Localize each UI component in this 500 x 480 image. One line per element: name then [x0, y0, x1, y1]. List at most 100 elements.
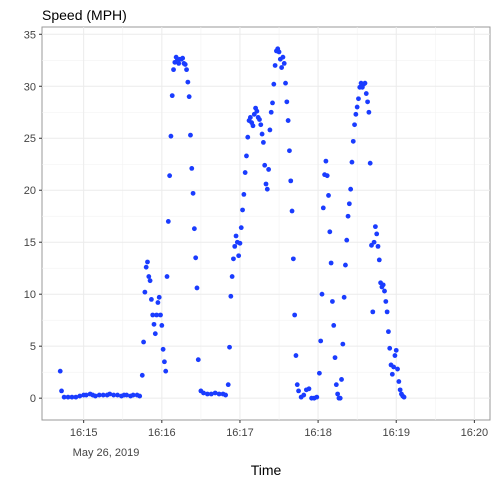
y-tick-label: 30 — [24, 81, 36, 93]
data-point — [288, 178, 293, 183]
data-point — [368, 161, 373, 166]
x-axis-title: Time — [251, 462, 282, 478]
data-point — [59, 388, 64, 393]
data-point — [394, 348, 399, 353]
data-point — [144, 265, 149, 270]
data-point — [279, 65, 284, 70]
data-point — [286, 118, 291, 123]
data-point — [398, 387, 403, 392]
data-point — [402, 395, 407, 400]
data-point — [140, 373, 145, 378]
y-tick-label: 15 — [24, 237, 36, 249]
data-point — [318, 339, 323, 344]
data-point — [261, 140, 266, 145]
data-point — [228, 294, 233, 299]
data-point — [284, 99, 289, 104]
data-point — [171, 67, 176, 72]
data-point — [254, 109, 259, 114]
data-point — [390, 372, 395, 377]
y-tick-label: 5 — [30, 341, 36, 353]
data-point — [162, 359, 167, 364]
data-point — [236, 253, 241, 258]
data-point — [344, 238, 349, 243]
data-point — [152, 322, 157, 327]
data-point — [335, 392, 340, 397]
data-point — [363, 81, 368, 86]
data-point — [353, 112, 358, 117]
data-point — [324, 159, 329, 164]
data-point — [234, 234, 239, 239]
data-point — [161, 347, 166, 352]
data-point — [277, 50, 282, 55]
data-point — [226, 382, 231, 387]
data-point — [163, 369, 168, 374]
y-tick-label: 20 — [24, 185, 36, 197]
data-point — [373, 224, 378, 229]
data-point — [381, 282, 386, 287]
x-tick-label: 16:15 — [70, 427, 98, 439]
data-point — [339, 377, 344, 382]
data-point — [265, 187, 270, 192]
data-point — [291, 256, 296, 261]
data-point — [386, 329, 391, 334]
data-point — [192, 226, 197, 231]
data-point — [241, 192, 246, 197]
data-point — [159, 323, 164, 328]
data-point — [356, 96, 361, 101]
data-point — [188, 133, 193, 138]
data-point — [376, 244, 381, 249]
data-point — [365, 99, 370, 104]
x-tick-label: 16:18 — [304, 427, 332, 439]
data-point — [264, 182, 269, 187]
data-point — [314, 395, 319, 400]
data-point — [355, 105, 360, 110]
data-point — [377, 257, 382, 262]
y-tick-label: 0 — [30, 393, 36, 405]
data-point — [195, 286, 200, 291]
data-point — [396, 379, 401, 384]
data-point — [342, 295, 347, 300]
data-point — [370, 309, 375, 314]
data-point — [153, 331, 158, 336]
data-point — [325, 173, 330, 178]
data-point — [383, 299, 388, 304]
data-point — [165, 274, 170, 279]
data-point — [329, 261, 334, 266]
data-point — [258, 122, 263, 127]
y-axis: 0 5 10 15 20 25 30 35 — [24, 29, 42, 405]
data-point — [157, 295, 162, 300]
data-point — [382, 289, 387, 294]
data-point — [281, 55, 286, 60]
data-point — [180, 56, 185, 61]
data-point — [326, 193, 331, 198]
data-point — [191, 191, 196, 196]
data-point — [170, 93, 175, 98]
data-point — [290, 209, 295, 214]
data-point — [295, 382, 300, 387]
data-point — [271, 82, 276, 87]
data-point — [269, 110, 274, 115]
x-axis: 16:15 16:16 16:17 16:18 16:19 16:20 — [70, 420, 488, 439]
x-tick-label: 16:17 — [226, 427, 254, 439]
data-point — [395, 367, 400, 372]
data-point — [351, 139, 356, 144]
x-tick-label: 16:16 — [148, 427, 176, 439]
data-point — [183, 62, 188, 67]
data-point — [287, 148, 292, 153]
y-tick-label: 10 — [24, 289, 36, 301]
data-point — [196, 357, 201, 362]
data-point — [320, 292, 325, 297]
data-point — [364, 91, 369, 96]
data-point — [243, 170, 248, 175]
chart-title: Speed (MPH) — [42, 7, 127, 23]
data-point — [187, 94, 192, 99]
data-point — [230, 274, 235, 279]
y-tick-label: 35 — [24, 29, 36, 41]
data-point — [330, 299, 335, 304]
data-point — [352, 122, 357, 127]
data-point — [141, 340, 146, 345]
data-point — [245, 135, 250, 140]
data-point — [333, 355, 338, 360]
data-point — [372, 240, 377, 245]
data-point — [137, 394, 142, 399]
